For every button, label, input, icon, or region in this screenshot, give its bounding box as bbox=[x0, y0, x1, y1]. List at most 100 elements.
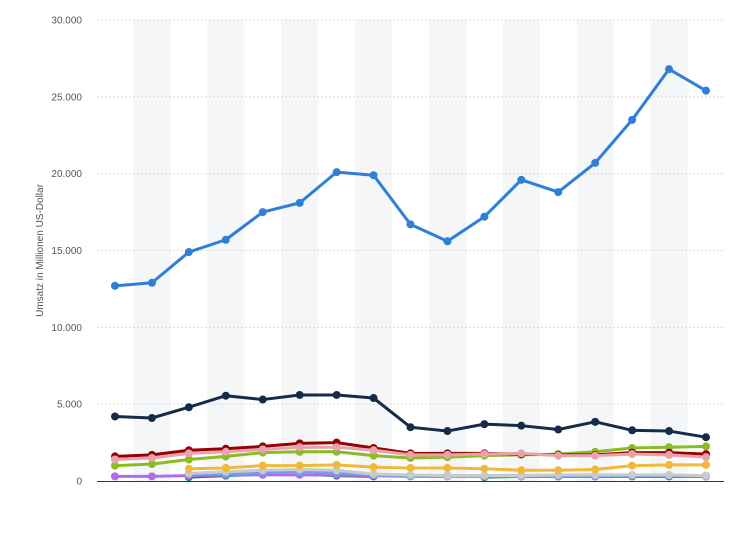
data-point bbox=[221, 235, 230, 244]
data-point bbox=[111, 281, 119, 290]
series-3 bbox=[111, 443, 710, 464]
data-point bbox=[147, 472, 156, 481]
data-point bbox=[295, 443, 304, 452]
data-point bbox=[480, 450, 489, 459]
y-tick-label: 10.000 bbox=[51, 323, 82, 334]
data-point bbox=[332, 460, 341, 469]
y-tick-label: 25.000 bbox=[51, 92, 82, 103]
data-point bbox=[702, 433, 710, 442]
data-point bbox=[517, 466, 526, 475]
data-point bbox=[628, 470, 637, 479]
data-point bbox=[517, 175, 526, 184]
y-tick-label: 30.000 bbox=[51, 16, 82, 27]
data-point bbox=[147, 460, 156, 469]
data-point bbox=[628, 461, 637, 470]
series-7 bbox=[184, 465, 710, 480]
y-tick-label: 5.000 bbox=[57, 400, 82, 411]
data-point bbox=[480, 464, 489, 473]
data-point bbox=[111, 461, 119, 470]
data-point bbox=[554, 188, 563, 197]
data-point bbox=[369, 470, 378, 479]
column-band bbox=[133, 20, 171, 481]
data-point bbox=[147, 453, 156, 462]
data-point bbox=[702, 453, 710, 462]
column-band bbox=[428, 20, 466, 481]
data-point bbox=[111, 412, 119, 421]
y-axis-title: Umsatz in Millionen US-Dollar bbox=[35, 183, 46, 316]
data-point bbox=[221, 447, 230, 456]
data-point bbox=[591, 158, 600, 167]
data-point bbox=[517, 449, 526, 458]
y-tick-labels: 0 5.000 10.000 15.000 20.000 25.000 30.000 bbox=[51, 16, 82, 488]
data-point bbox=[332, 443, 341, 452]
column-band bbox=[281, 20, 319, 481]
data-point bbox=[221, 391, 230, 400]
data-point bbox=[702, 471, 710, 480]
data-point bbox=[258, 461, 267, 470]
y-tick-label: 15.000 bbox=[51, 246, 82, 257]
data-point bbox=[332, 168, 341, 177]
data-point bbox=[147, 413, 156, 422]
data-point bbox=[406, 450, 415, 459]
data-point bbox=[111, 472, 119, 481]
series-2 bbox=[111, 390, 710, 442]
data-point bbox=[665, 460, 674, 469]
data-point bbox=[517, 421, 526, 430]
data-point bbox=[258, 395, 267, 404]
data-point bbox=[480, 471, 489, 480]
data-point bbox=[184, 455, 193, 464]
data-point bbox=[332, 390, 341, 399]
data-point bbox=[295, 461, 304, 470]
data-point bbox=[295, 390, 304, 399]
data-point bbox=[702, 460, 710, 469]
data-point bbox=[443, 471, 452, 480]
data-point bbox=[628, 115, 637, 124]
data-point bbox=[406, 220, 415, 229]
data-point bbox=[369, 171, 378, 180]
data-point bbox=[443, 450, 452, 459]
data-point bbox=[369, 394, 378, 403]
data-point bbox=[221, 463, 230, 472]
data-point bbox=[554, 451, 563, 460]
series-1 bbox=[111, 65, 710, 290]
data-point bbox=[258, 445, 267, 454]
data-point bbox=[665, 450, 674, 459]
data-point bbox=[591, 417, 600, 426]
data-point bbox=[184, 248, 193, 257]
data-point bbox=[406, 463, 415, 472]
data-point bbox=[369, 463, 378, 472]
series-6 bbox=[184, 460, 710, 475]
data-point bbox=[406, 423, 415, 432]
data-point bbox=[591, 451, 600, 460]
data-point bbox=[406, 470, 415, 479]
data-point bbox=[554, 425, 563, 434]
y-tick-label: 0 bbox=[76, 477, 82, 488]
data-point bbox=[480, 212, 489, 221]
data-point bbox=[665, 470, 674, 479]
data-point bbox=[628, 426, 637, 435]
data-point bbox=[369, 446, 378, 455]
data-point bbox=[184, 403, 193, 412]
series-line bbox=[113, 67, 708, 288]
data-point bbox=[258, 208, 267, 217]
data-point bbox=[443, 237, 452, 246]
data-point bbox=[443, 463, 452, 472]
y-tick-label: 20.000 bbox=[51, 169, 82, 180]
data-point bbox=[591, 465, 600, 474]
data-point bbox=[443, 427, 452, 436]
data-point bbox=[665, 427, 674, 436]
data-point bbox=[184, 464, 193, 473]
data-point bbox=[184, 449, 193, 458]
y-gridlines bbox=[97, 19, 724, 405]
data-point bbox=[295, 198, 304, 207]
data-point bbox=[665, 65, 674, 74]
data-point bbox=[702, 442, 710, 451]
data-point bbox=[554, 466, 563, 475]
data-point bbox=[147, 278, 156, 287]
data-point bbox=[628, 450, 637, 459]
data-point bbox=[702, 86, 710, 95]
data-point bbox=[111, 455, 119, 464]
data-point bbox=[480, 420, 489, 429]
